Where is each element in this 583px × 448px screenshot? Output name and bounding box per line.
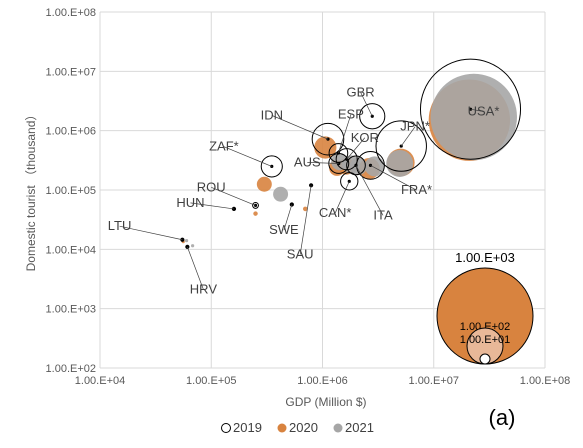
bubble-2019-jpn bbox=[375, 120, 427, 172]
country-label-esp: ESP bbox=[338, 107, 364, 122]
country-label-rou: ROU bbox=[197, 179, 226, 194]
size-legend-label-2: 1.00.E+01 bbox=[460, 334, 510, 346]
legend-label-2019: 2019 bbox=[233, 420, 262, 435]
x-tick-label: 1.00.E+04 bbox=[75, 375, 125, 387]
bubble-2019-ita bbox=[346, 155, 366, 176]
country-label-usa: USA* bbox=[468, 104, 500, 119]
bubble-2021-usa bbox=[430, 73, 518, 161]
country-label-fra: FRA* bbox=[401, 182, 432, 197]
y-tick-label: 1.00.E+03 bbox=[46, 304, 96, 316]
leader-line-jpn bbox=[400, 126, 416, 147]
y-tick-label: 1.00.E+07 bbox=[46, 66, 96, 78]
bubble-2019-idn bbox=[311, 122, 345, 156]
size-legend-label-1: 1.00.E+02 bbox=[460, 321, 510, 333]
country-label-ltu: LTU bbox=[108, 218, 132, 233]
bubble-2019-can bbox=[340, 172, 359, 191]
center-dot-hrv bbox=[185, 245, 189, 249]
legend-marker-2021 bbox=[333, 423, 343, 433]
leader-line-can bbox=[334, 181, 350, 214]
country-label-hun: HUN bbox=[176, 195, 204, 210]
leader-line-fra bbox=[370, 165, 417, 191]
x-axis-title: GDP (Million $) bbox=[285, 395, 366, 409]
country-label-swe: SWE bbox=[269, 222, 299, 237]
size-legend: 1.00.E+021.00.E+01 1.00.E+03 bbox=[436, 250, 534, 365]
country-label-can: CAN* bbox=[319, 205, 352, 220]
center-dot-swe bbox=[290, 202, 294, 207]
bubble-2019-swe bbox=[289, 202, 294, 207]
country-label-sau: SAU bbox=[287, 247, 314, 262]
country-label-jpn: JPN* bbox=[400, 119, 430, 134]
size-legend-circle-3 bbox=[479, 353, 491, 365]
bubble-2021-ltu bbox=[184, 239, 189, 243]
bubble-2021-hrv bbox=[191, 244, 195, 248]
country-label-aus: AUS bbox=[294, 154, 321, 169]
country-label-hrv: HRV bbox=[190, 282, 218, 297]
bubble-2019-usa bbox=[419, 58, 522, 160]
country-labels: USA* GBR JPN* ESP IDN KOR ZAF* AUS FRA* ROU CAN* IT… bbox=[108, 84, 500, 296]
bubble-2019-zaf bbox=[260, 155, 283, 178]
x-tick-label: 1.00.E+06 bbox=[297, 375, 347, 387]
series-legend: 2019 2020 2021 bbox=[221, 420, 374, 435]
size-legend-title: 1.00.E+03 bbox=[455, 250, 515, 265]
bubble-2020-sau bbox=[302, 206, 308, 212]
country-label-gbr: GBR bbox=[347, 84, 375, 99]
bubble-2021-ita bbox=[349, 157, 368, 176]
leader-line-zaf bbox=[223, 146, 272, 167]
bubble-2019-rou bbox=[252, 201, 259, 209]
y-tick-label: 1.00.E+02 bbox=[46, 363, 96, 375]
leader-line-kor bbox=[346, 137, 366, 160]
leader-line-hun bbox=[190, 202, 235, 210]
leader-line-esp bbox=[338, 114, 352, 154]
y-tick-label: 1.00.E+06 bbox=[46, 126, 96, 138]
leader-line-usa bbox=[470, 108, 484, 112]
legend-marker-2019 bbox=[221, 423, 231, 433]
center-dot-ita bbox=[354, 163, 358, 167]
bubble-2019-gbr bbox=[359, 103, 386, 130]
leader-line-rou bbox=[211, 186, 256, 206]
legend-label-2021: 2021 bbox=[345, 420, 374, 435]
country-label-ita: ITA bbox=[373, 207, 393, 222]
leader-line-idn bbox=[271, 115, 329, 140]
y-tick-label: 1.00.E+05 bbox=[46, 185, 96, 197]
leader-line-ltu bbox=[119, 225, 183, 241]
bubble-2020-rou bbox=[253, 211, 258, 216]
x-axis-ticks: 1.00.E+04 1.00.E+05 1.00.E+06 1.00.E+07 1.00… bbox=[75, 375, 570, 387]
leader-line-hrv bbox=[187, 246, 204, 290]
leader-line-sau bbox=[299, 185, 312, 255]
y-tick-label: 1.00.E+04 bbox=[46, 244, 96, 256]
country-label-kor: KOR bbox=[351, 130, 379, 145]
panel-label: (a) bbox=[489, 405, 516, 430]
leader-line-ita bbox=[355, 165, 384, 216]
bubble-2021-jpn bbox=[386, 149, 414, 177]
leader-line-swe bbox=[283, 204, 293, 231]
y-axis-ticks: 1.00.E+02 1.00.E+03 1.00.E+04 1.00.E+05 1.00… bbox=[46, 7, 96, 375]
x-tick-label: 1.00.E+08 bbox=[520, 375, 570, 387]
bubble-2021-fra bbox=[364, 156, 385, 177]
y-axis-title: Domestic tourist （thousand） bbox=[24, 109, 38, 272]
legend-label-2020: 2020 bbox=[289, 420, 318, 435]
leader-line-gbr bbox=[360, 92, 373, 117]
bubbles-layer bbox=[180, 58, 522, 249]
bubble-2021-zaf bbox=[273, 186, 289, 202]
leader-line-aus bbox=[307, 162, 339, 164]
center-dot-fra bbox=[368, 163, 373, 167]
bubble-2020-zaf bbox=[256, 176, 272, 192]
country-label-zaf: ZAF* bbox=[209, 139, 239, 154]
bubble-2019-hrv bbox=[185, 244, 190, 249]
y-tick-label: 1.00.E+08 bbox=[46, 7, 96, 19]
legend-marker-2020 bbox=[277, 423, 287, 433]
country-label-idn: IDN bbox=[261, 107, 283, 122]
x-tick-label: 1.00.E+07 bbox=[409, 375, 459, 387]
x-tick-label: 1.00.E+05 bbox=[186, 375, 236, 387]
